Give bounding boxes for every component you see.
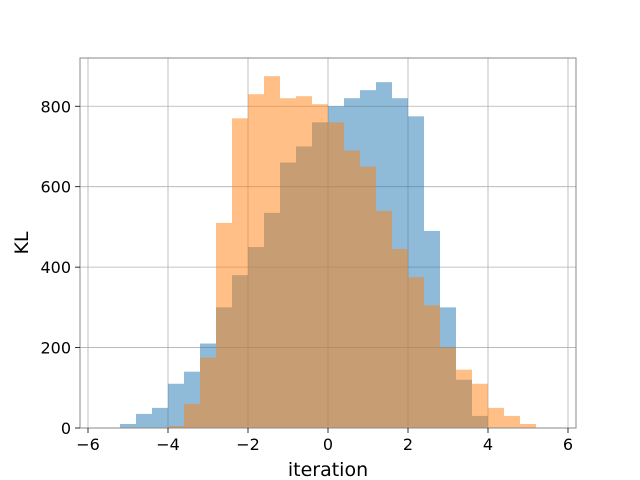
x-tick-label: 6 [563,435,573,454]
histogram-bar-series-1 [120,423,136,428]
histogram-bar-series-1 [136,413,152,428]
histogram-bar-series-2 [472,383,488,428]
x-tick-label: 4 [483,435,493,454]
histogram-bars [120,76,536,429]
histogram-bar-series-1 [152,407,168,428]
histogram-bar-series-2 [360,166,376,428]
histogram-bar-series-2 [344,150,360,428]
y-tick-label: 400 [40,258,71,277]
histogram-bar-series-1 [168,383,184,428]
histogram-bar-series-2 [216,222,232,428]
histogram-bar-series-2 [296,96,312,429]
histogram-bar-series-2 [520,423,536,428]
histogram-bar-series-2 [504,415,520,428]
x-tick-label: −4 [156,435,180,454]
histogram-bar-series-2 [184,403,200,428]
histogram-bar-series-2 [456,369,472,428]
histogram-bar-series-2 [248,94,264,429]
histogram-bar-series-2 [312,104,328,428]
histogram-bar-series-2 [440,347,456,428]
histogram-bar-series-2 [424,305,440,428]
histogram-bar-series-2 [264,76,280,428]
histogram-bar-series-2 [408,277,424,428]
x-tick-label: 0 [323,435,333,454]
x-tick-label: −2 [236,435,260,454]
x-tick-label: −6 [76,435,100,454]
histogram-bar-series-2 [232,118,248,429]
axis-ticks: −6 −4 −2 0 2 4 6 0 200 400 600 800 [40,97,573,454]
x-tick-label: 2 [403,435,413,454]
histogram-bar-series-2 [200,357,216,428]
histogram-bar-series-2 [328,122,344,428]
y-axis-label: KL [11,231,33,254]
y-tick-label: 800 [40,97,71,116]
histogram-bar-series-2 [280,98,296,428]
histogram-bar-series-2 [168,425,184,428]
y-tick-label: 200 [40,339,71,358]
y-tick-label: 600 [40,178,71,197]
histogram-bar-series-2 [392,249,408,428]
x-axis-label: iteration [288,459,368,480]
histogram-bar-series-2 [488,407,504,428]
y-tick-label: 0 [61,419,71,438]
histogram-bar-series-2 [376,210,392,428]
